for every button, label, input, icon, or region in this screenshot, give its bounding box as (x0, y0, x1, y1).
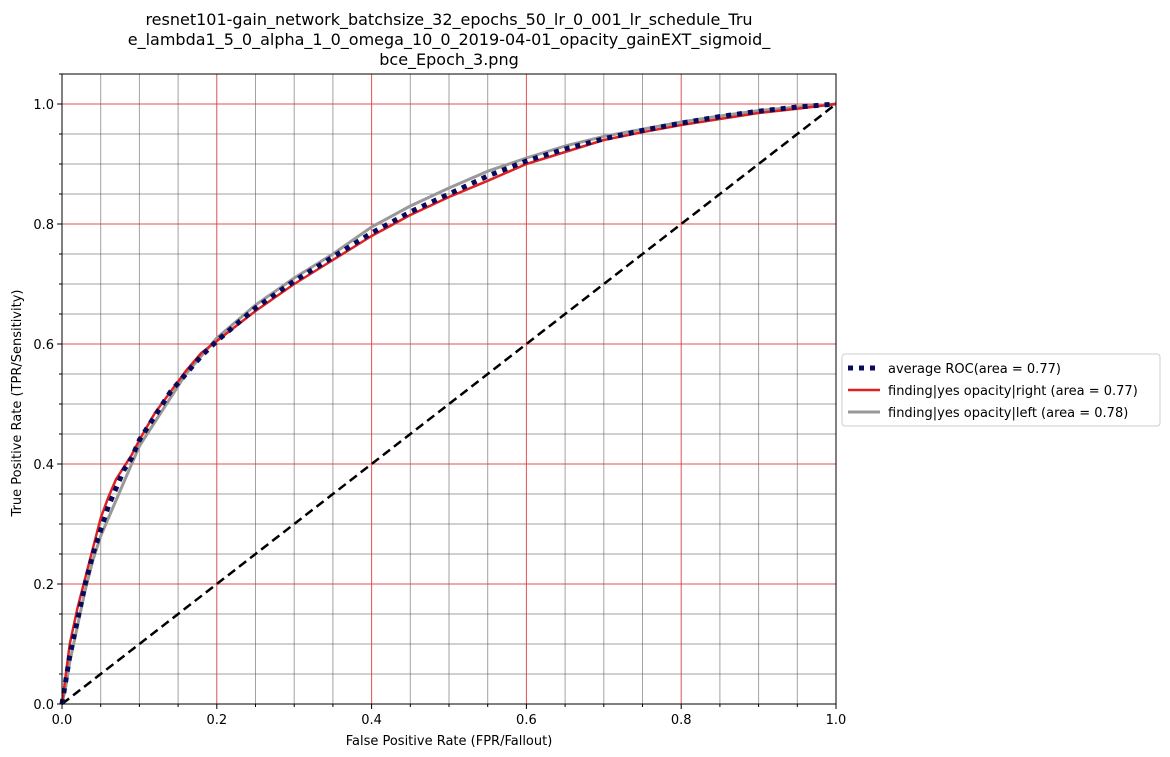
y-tick-label: 0.0 (33, 698, 54, 713)
y-tick-label: 1.0 (33, 98, 54, 113)
legend-label-1: finding|yes opacity|right (area = 0.77) (888, 384, 1138, 399)
x-tick-label: 0.4 (361, 713, 382, 728)
y-tick-label: 0.6 (33, 338, 54, 353)
series-lines (59, 101, 837, 705)
x-tick-label: 0.8 (671, 713, 692, 728)
x-tick-label: 0.6 (516, 713, 537, 728)
title-line-3: bce_Epoch_3.png (379, 50, 519, 70)
tick-labels: 0.0 0.2 0.4 0.6 0.8 1.0 0.0 0.2 0.4 0.6 0.8 1.0 (33, 98, 846, 728)
x-tick-label: 0.2 (206, 713, 227, 728)
grid (62, 73, 836, 704)
y-axis-label: True Positive Rate (TPR/Sensitivity) (10, 290, 25, 518)
x-tick-label: 1.0 (826, 713, 847, 728)
legend: average ROC(area = 0.77) finding|yes opac… (841, 353, 1161, 427)
axes (57, 73, 837, 709)
y-tick-label: 0.2 (33, 578, 54, 593)
y-tick-label: 0.4 (33, 458, 54, 473)
chart-title: resnet101-gain_network_batchsize_32_epoc… (128, 10, 772, 70)
legend-label-0: average ROC(area = 0.77) (888, 362, 1061, 377)
legend-box (841, 353, 1161, 427)
series-line-0 (59, 101, 837, 705)
y-tick-label: 0.8 (33, 218, 54, 233)
x-axis-label: False Positive Rate (FPR/Fallout) (346, 734, 553, 749)
title-line-1: resnet101-gain_network_batchsize_32_epoc… (145, 10, 752, 30)
series-line-3 (61, 103, 837, 705)
x-tick-label: 0.0 (52, 713, 73, 728)
title-line-2: e_lambda1_5_0_alpha_1_0_omega_10_0_2019-… (128, 30, 772, 50)
legend-label-2: finding|yes opacity|left (area = 0.78) (888, 406, 1128, 421)
